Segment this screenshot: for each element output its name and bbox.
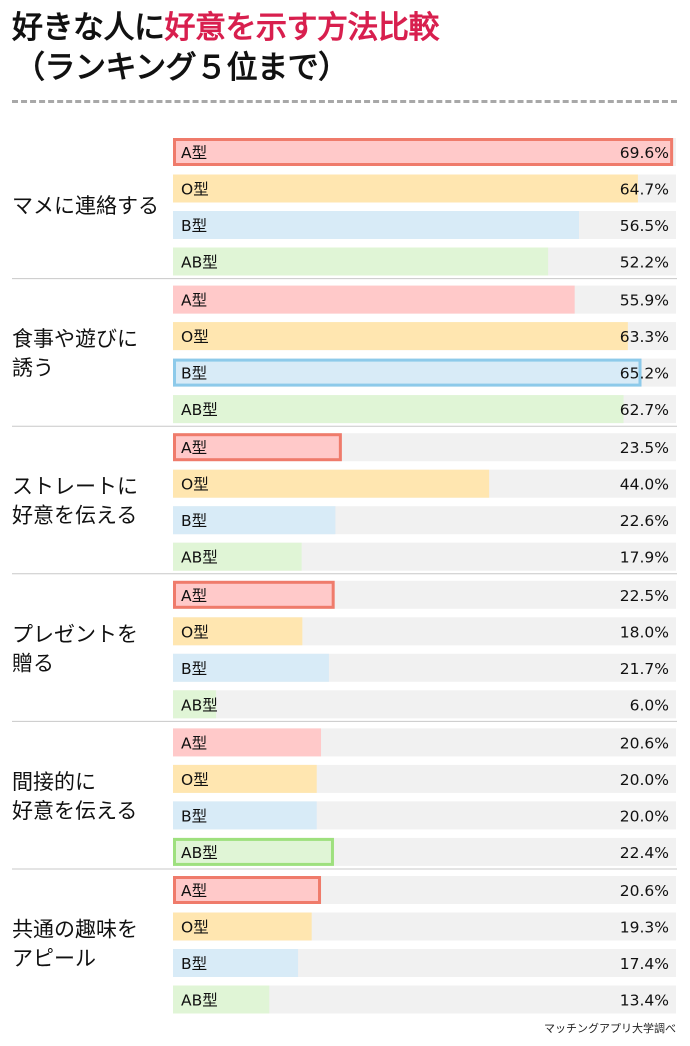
bar-value-label: 13.4% [620,992,669,1010]
bar-value-label: 64.7% [620,181,669,199]
bar-value-label: 20.6% [620,734,669,752]
bar-type-label: B型 [181,807,207,825]
category-label: 好意を伝える [12,504,137,528]
bar-type-label: B型 [181,955,207,973]
category-label: プレゼントを [12,622,138,646]
bar-value-label: 19.3% [620,919,669,937]
category-label: 好意を伝える [12,799,137,823]
bar-value-label: 52.2% [620,254,669,272]
bar-value-label: 22.4% [620,844,669,862]
bar-b [175,360,641,385]
bar-b [173,211,579,239]
bar-type-label: O型 [181,181,209,199]
bar-value-label: 17.9% [620,549,669,567]
bar-ab [173,248,548,276]
bar-value-label: 44.0% [620,476,669,494]
bar-type-label: A型 [181,587,207,605]
bar-type-label: O型 [181,623,209,641]
category-label: ストレートに [12,475,138,499]
bar-value-label: 20.0% [620,807,669,825]
bar-value-label: 63.3% [620,328,669,346]
bar-type-label: AB型 [181,844,218,862]
bar-value-label: 22.6% [620,512,669,530]
bar-value-label: 22.5% [620,587,669,605]
category-label: 贈る [12,651,54,675]
bar-value-label: 6.0% [630,696,669,714]
bar-type-label: O型 [181,919,209,937]
bar-value-label: 20.0% [620,771,669,789]
category-label: 誘う [12,356,54,380]
bar-o [173,470,489,498]
bar-a [175,140,672,165]
bar-type-label: O型 [181,476,209,494]
bar-value-label: 56.5% [620,217,669,235]
bar-type-label: A型 [181,144,207,162]
bar-type-label: AB型 [181,254,218,272]
bar-type-label: AB型 [181,992,218,1010]
bar-value-label: 69.6% [620,144,669,162]
bar-type-label: B型 [181,217,207,235]
bar-a [173,286,575,314]
bar-type-label: AB型 [181,401,218,419]
bar-type-label: B型 [181,365,207,383]
bar-value-label: 23.5% [620,439,669,457]
bar-type-label: O型 [181,328,209,346]
bar-value-label: 21.7% [620,660,669,678]
category-label: マメに連絡する [12,194,159,218]
bar-value-label: 18.0% [620,623,669,641]
bar-type-label: A型 [181,734,207,752]
bar-type-label: B型 [181,660,207,678]
bar-type-label: O型 [181,771,209,789]
category-label: 間接的に [12,770,96,794]
category-label: 共通の趣味を [12,918,138,942]
bar-type-label: B型 [181,512,207,530]
bar-value-label: 17.4% [620,955,669,973]
bar-o [173,175,638,203]
bar-type-label: A型 [181,292,207,310]
bar-ab [173,395,624,423]
bar-type-label: AB型 [181,549,218,567]
bar-o [173,322,628,350]
bar-type-label: AB型 [181,696,218,714]
bar-value-label: 55.9% [620,292,669,310]
bar-value-label: 62.7% [620,401,669,419]
bar-type-label: A型 [181,882,207,900]
bar-type-label: A型 [181,439,207,457]
category-label: アピール [12,947,96,971]
bar-chart: マメに連絡する A型 69.6% O型 64.7% B型 56.5% AB型 52.2% 食事や遊… [0,0,690,1046]
source-note: マッチングアプリ大学調べ [544,1020,676,1036]
bar-value-label: 65.2% [620,365,669,383]
bar-track [173,690,676,718]
bar-value-label: 20.6% [620,882,669,900]
category-label: 食事や遊びに [12,327,138,351]
